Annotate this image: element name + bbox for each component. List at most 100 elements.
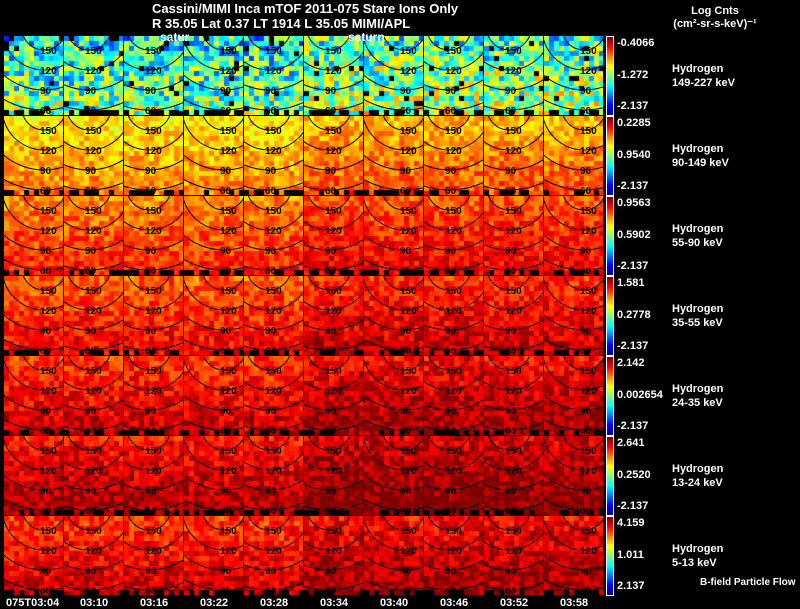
contour-label: 120	[400, 466, 417, 477]
contour-line	[124, 131, 183, 151]
contour-line	[64, 371, 123, 391]
contour-label: 120	[445, 306, 462, 317]
contour-line	[427, 196, 471, 211]
contour-label: 150	[85, 526, 102, 537]
contour-line	[244, 342, 303, 351]
contour-line	[244, 582, 303, 591]
contour-line	[184, 519, 243, 551]
contour-line	[424, 51, 483, 71]
image-panel: 150 120 90 60	[424, 356, 483, 435]
image-panel: 150 120 90 60	[364, 356, 423, 435]
contour-line	[484, 159, 543, 171]
contour-line	[67, 116, 111, 131]
contour-line	[484, 182, 543, 191]
contour-label: 150	[265, 206, 282, 217]
colorbar-max-label: 2.641	[617, 437, 645, 449]
contour-label: 150	[325, 126, 342, 137]
contour-label: 150	[445, 526, 462, 537]
contour-line	[424, 211, 483, 231]
contour-line	[487, 436, 531, 451]
contour-label: 60	[145, 186, 157, 195]
contour-line	[427, 356, 471, 371]
intensity-map	[364, 36, 423, 115]
contour-label: 150	[220, 446, 237, 457]
contour-label: 90	[85, 246, 97, 257]
contour-label: 90	[445, 86, 457, 97]
contour-line	[484, 319, 543, 331]
contour-line	[544, 579, 603, 591]
contour-label: 120	[505, 466, 522, 477]
contour-line	[184, 199, 243, 231]
contour-line	[424, 479, 483, 491]
contour-line	[307, 196, 351, 211]
contour-label: 150	[505, 526, 522, 537]
contour-line	[364, 39, 423, 71]
contour-line	[424, 531, 483, 551]
image-panel: 150 120 90 60	[544, 356, 603, 435]
image-panel: 150 120 90 60	[304, 116, 363, 195]
intensity-map	[364, 116, 423, 195]
contour-label: 90	[580, 246, 592, 257]
contour-label: 60	[145, 346, 157, 355]
contour-label: 150	[40, 526, 57, 537]
contour-line	[64, 479, 123, 491]
energy-range-label: 149-227 keV	[672, 77, 735, 89]
contour-label: 90	[85, 406, 97, 417]
contour-label: 60	[445, 586, 457, 595]
contour-line	[484, 79, 543, 91]
contour-line	[67, 36, 111, 51]
contour-label: 60	[445, 506, 457, 515]
contour-line	[484, 451, 543, 471]
contour-line	[424, 131, 483, 151]
contour-label: 90	[505, 86, 517, 97]
contour-line	[304, 159, 363, 171]
contour-label: 150	[445, 126, 462, 137]
contour-line	[364, 179, 423, 191]
contour-label: 150	[145, 526, 162, 537]
image-panel: 150 120 90 60	[184, 196, 243, 275]
contour-label: 120	[40, 546, 57, 557]
contour-line	[184, 419, 243, 431]
contour-line	[364, 554, 423, 571]
contour-line	[184, 154, 243, 171]
contour-line	[184, 499, 243, 511]
contour-label: 150	[145, 46, 162, 57]
contour-label: 120	[265, 146, 282, 157]
contour-line	[64, 262, 123, 271]
contour-label: 90	[400, 86, 412, 97]
contour-label: 60	[85, 186, 97, 195]
image-panel: 150 120 90 60	[184, 356, 243, 435]
contour-label: 60	[220, 586, 232, 595]
contour-line	[424, 342, 483, 351]
contour-line	[364, 394, 423, 411]
image-panel: 150 120 90 60	[124, 196, 183, 275]
contour-line	[364, 259, 423, 271]
species-label: Hydrogen	[672, 303, 724, 315]
contour-line	[544, 279, 603, 311]
contour-label: 60	[85, 586, 97, 595]
image-panel: 150 120 90 60	[484, 116, 543, 195]
contour-line	[424, 262, 483, 271]
contour-label: 120	[505, 386, 522, 397]
contour-label: 120	[220, 226, 237, 237]
contour-line	[64, 319, 123, 331]
contour-label: 90	[445, 246, 457, 257]
contour-line	[184, 119, 243, 151]
contour-line	[544, 314, 603, 331]
contour-label: 150	[40, 286, 57, 297]
contour-label: 60	[400, 266, 412, 275]
contour-label: 120	[265, 466, 282, 477]
contour-line	[562, 356, 603, 371]
contour-label: 120	[145, 146, 162, 157]
image-panel: 150 120 90 60	[364, 516, 423, 595]
contour-line	[487, 36, 531, 51]
contour-label: 120	[220, 306, 237, 317]
contour-label: 60	[145, 586, 157, 595]
contour-line	[244, 159, 303, 171]
contour-label: 60	[85, 506, 97, 515]
contour-label: 90	[265, 246, 277, 257]
contour-line	[304, 291, 363, 311]
contour-label: 90	[325, 166, 337, 177]
contour-label: 60	[85, 106, 97, 115]
contour-label: 120	[220, 66, 237, 77]
